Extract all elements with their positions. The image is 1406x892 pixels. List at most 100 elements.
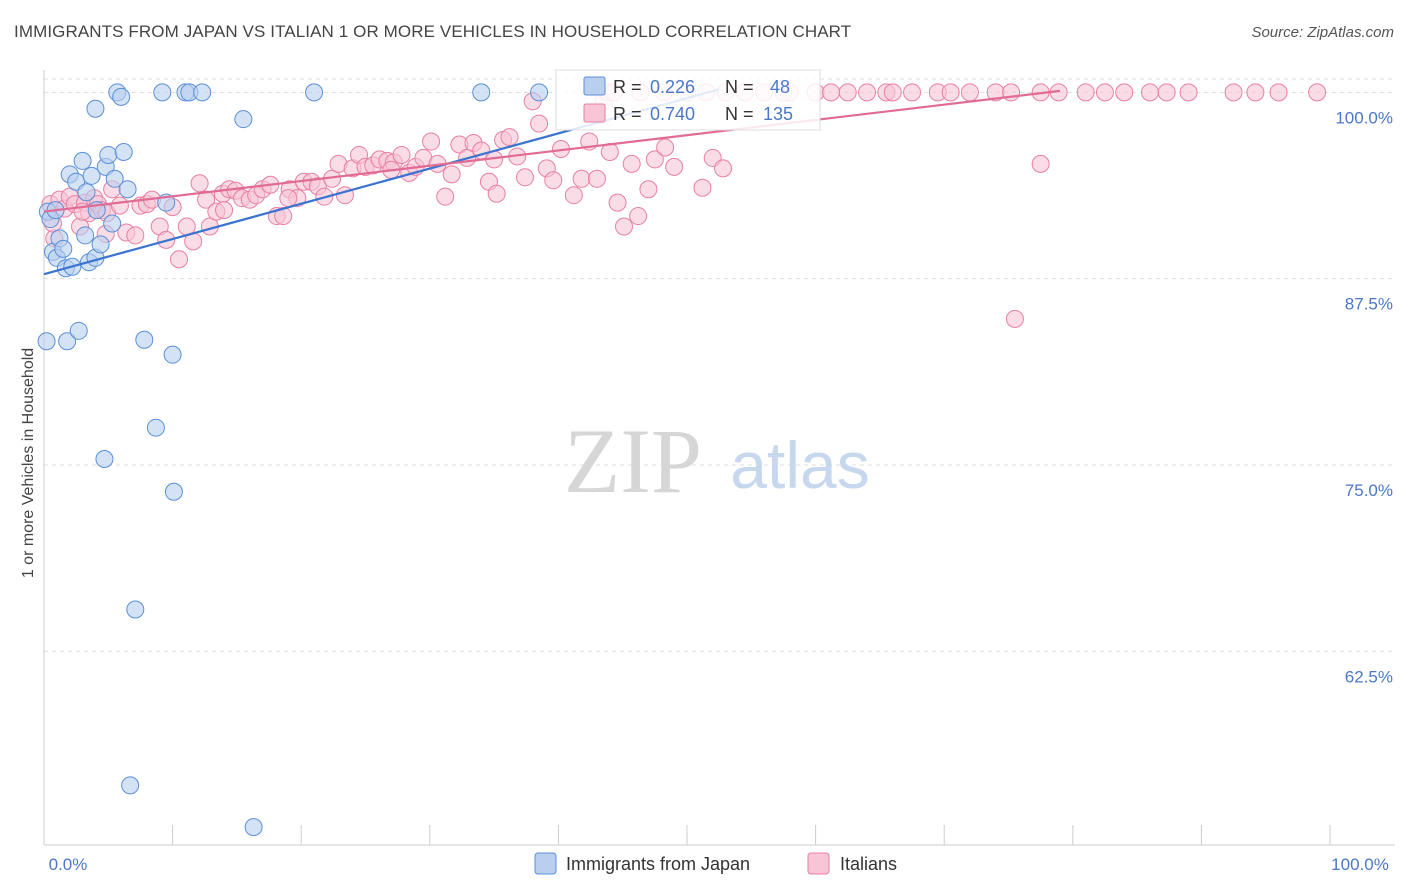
y-tick-label: 62.5% xyxy=(1345,667,1393,686)
japan-point xyxy=(472,83,491,102)
x-tick-label-min: 0.0% xyxy=(49,855,88,874)
italians-point xyxy=(1095,83,1114,102)
italians-point xyxy=(392,145,411,164)
japan-n-label: N = xyxy=(725,77,754,97)
italians-point xyxy=(693,178,712,197)
italians-n-value: 135 xyxy=(763,104,793,124)
italians-point xyxy=(1157,83,1176,102)
italians-point xyxy=(822,83,841,102)
japan-point xyxy=(54,239,73,258)
japan-n-value: 48 xyxy=(770,77,790,97)
stats-legend: R = 0.226 N = 48 R = 0.740 N = 135 xyxy=(555,69,821,131)
watermark-zip: ZIP xyxy=(564,410,702,512)
italians-point xyxy=(587,169,606,188)
japan-point xyxy=(105,169,124,188)
italians-point xyxy=(279,189,298,208)
japan-point xyxy=(135,330,154,349)
watermark: ZIP atlas xyxy=(564,410,870,512)
japan-point xyxy=(86,99,105,118)
japan-point xyxy=(163,345,182,364)
japan-point xyxy=(126,600,145,619)
italians-point xyxy=(665,157,684,176)
italians-point xyxy=(639,180,658,199)
chart-source: Source: ZipAtlas.com xyxy=(1251,24,1394,41)
japan-point xyxy=(37,332,56,351)
y-tick-labels: 100.0% 87.5% 75.0% 62.5% xyxy=(1335,108,1393,686)
bottom-legend-japan-label: Immigrants from Japan xyxy=(566,854,750,874)
bottom-legend-italians-swatch xyxy=(807,852,830,875)
japan-legend-swatch xyxy=(583,76,606,96)
japan-point xyxy=(234,110,253,129)
italians-point xyxy=(645,150,664,169)
japan-point xyxy=(112,87,131,106)
italians-point xyxy=(656,138,675,157)
japan-point xyxy=(305,83,324,102)
italians-point xyxy=(608,193,627,212)
italians-point xyxy=(629,207,648,226)
japan-point xyxy=(58,332,77,351)
italians-point xyxy=(1269,83,1288,102)
italians-trendline xyxy=(43,89,1061,213)
italians-point xyxy=(1308,83,1327,102)
italians-point xyxy=(274,207,293,226)
italians-point xyxy=(1076,83,1095,102)
japan-point xyxy=(82,166,101,185)
japan-point xyxy=(114,142,133,161)
japan-point xyxy=(95,449,114,468)
chart-title: IMMIGRANTS FROM JAPAN VS ITALIAN 1 OR MO… xyxy=(14,22,852,41)
italians-point xyxy=(941,83,960,102)
italians-r-value: 0.740 xyxy=(650,104,695,124)
italians-n-label: N = xyxy=(725,104,754,124)
italians-legend-swatch xyxy=(583,103,606,123)
japan-point xyxy=(69,321,88,340)
watermark-atlas: atlas xyxy=(730,428,869,502)
italians-point xyxy=(1224,83,1243,102)
japan-point xyxy=(76,226,95,245)
japan-point xyxy=(73,151,92,170)
japan-r-value: 0.226 xyxy=(650,77,695,97)
italians-point xyxy=(1005,309,1024,328)
y-tick-label: 100.0% xyxy=(1335,108,1393,127)
japan-point xyxy=(91,235,110,254)
y-axis-label: 1 or more Vehicles in Household xyxy=(20,348,37,578)
japan-point xyxy=(118,180,137,199)
japan-r-label: R = xyxy=(613,77,642,97)
japan-point xyxy=(244,818,263,837)
x-tick-label-max: 100.0% xyxy=(1331,855,1389,874)
italians-point xyxy=(614,217,633,236)
italians-point xyxy=(442,165,461,184)
italians-point xyxy=(126,226,145,245)
italians-point xyxy=(215,201,234,220)
japan-point xyxy=(121,776,140,795)
italians-point xyxy=(500,128,519,147)
italians-point xyxy=(530,114,549,133)
y-tick-label: 87.5% xyxy=(1345,295,1393,314)
x-tick-labels: 0.0% 100.0% xyxy=(49,855,1389,874)
italians-point xyxy=(170,250,189,269)
bottom-legend: Immigrants from Japan Italians xyxy=(534,852,897,875)
italians-point xyxy=(903,83,922,102)
italians-point xyxy=(572,169,591,188)
japan-point xyxy=(153,83,172,102)
y-tick-label: 75.0% xyxy=(1345,481,1393,500)
italians-r-label: R = xyxy=(613,104,642,124)
italians-point xyxy=(622,154,641,173)
italians-point xyxy=(564,186,583,205)
japan-point xyxy=(103,214,122,233)
axes xyxy=(43,70,1395,846)
italians-point xyxy=(883,83,902,102)
italians-point xyxy=(1246,83,1265,102)
italians-point xyxy=(858,83,877,102)
bottom-legend-japan-swatch xyxy=(534,852,557,875)
italians-point xyxy=(1031,154,1050,173)
japan-point xyxy=(164,482,183,501)
italians-point xyxy=(1140,83,1159,102)
italians-point xyxy=(960,83,979,102)
bottom-legend-italians-label: Italians xyxy=(840,854,897,874)
italians-point xyxy=(110,196,129,215)
italians-point xyxy=(422,132,441,151)
italians-point xyxy=(487,184,506,203)
italians-point xyxy=(544,171,563,190)
japan-point xyxy=(99,145,118,164)
japan-point xyxy=(193,83,212,102)
